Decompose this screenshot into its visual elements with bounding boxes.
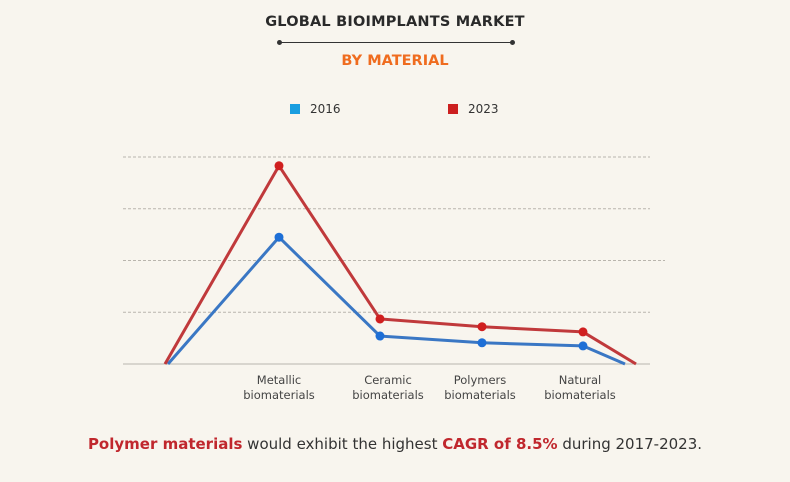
data-point-2016-1 (375, 331, 385, 341)
series-line-2016 (166, 235, 626, 366)
data-point-2016-3 (578, 341, 588, 351)
legend-label-2016: 2016 (310, 102, 341, 116)
data-point-2023-1 (375, 314, 385, 324)
footnote: Polymer materials would exhibit the high… (0, 435, 790, 453)
data-point-2016-0 (274, 232, 284, 242)
footnote-text-1: would exhibit the highest (242, 435, 443, 453)
title-divider (277, 40, 515, 45)
footnote-text-2: during 2017-2023. (557, 435, 703, 453)
data-point-2023-0 (274, 161, 284, 171)
legend-item-2023: 2023 (448, 102, 499, 116)
data-point-2016-2 (477, 338, 487, 348)
legend-swatch-2023 (448, 104, 458, 114)
x-tick-label-polymers: Polymers biomaterials (444, 373, 516, 402)
legend-item-2016: 2016 (290, 102, 341, 116)
x-tick-label-metallic: Metallic biomaterials (243, 373, 315, 402)
data-point-2023-2 (477, 322, 487, 332)
series-line-2023 (163, 164, 637, 366)
footnote-highlight-polymer: Polymer materials (87, 435, 243, 453)
chart-title: GLOBAL BIOIMPLANTS MARKET (265, 14, 525, 30)
x-tick-label-ceramic: Ceramic biomaterials (352, 373, 424, 402)
footnote-highlight-cagr: CAGR of 8.5% (442, 435, 558, 453)
chart-subtitle: BY MATERIAL (341, 53, 449, 69)
legend-swatch-2016 (290, 104, 300, 114)
legend-label-2023: 2023 (468, 102, 499, 116)
x-tick-label-natural: Natural biomaterials (544, 373, 616, 402)
data-point-2023-3 (578, 327, 588, 337)
